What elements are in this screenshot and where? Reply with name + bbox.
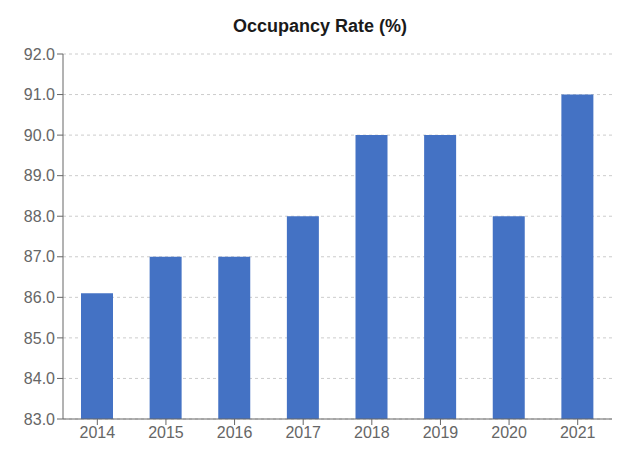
svg-text:84.0: 84.0 <box>24 370 55 387</box>
svg-text:2021: 2021 <box>560 424 596 441</box>
svg-text:2018: 2018 <box>354 424 390 441</box>
svg-text:2020: 2020 <box>491 424 527 441</box>
svg-text:90.0: 90.0 <box>24 127 55 144</box>
svg-text:91.0: 91.0 <box>24 86 55 103</box>
svg-text:83.0: 83.0 <box>24 411 55 428</box>
svg-text:92.0: 92.0 <box>24 46 55 63</box>
svg-text:86.0: 86.0 <box>24 289 55 306</box>
svg-text:87.0: 87.0 <box>24 248 55 265</box>
svg-text:88.0: 88.0 <box>24 208 55 225</box>
svg-text:85.0: 85.0 <box>24 330 55 347</box>
svg-text:2016: 2016 <box>217 424 253 441</box>
svg-text:2019: 2019 <box>423 424 459 441</box>
svg-text:2017: 2017 <box>285 424 321 441</box>
svg-text:89.0: 89.0 <box>24 167 55 184</box>
html-text:Occupancy Rate (%): Occupancy Rate (%) <box>233 16 407 36</box>
svg-text:2014: 2014 <box>80 424 116 441</box>
svg-text:2015: 2015 <box>148 424 184 441</box>
